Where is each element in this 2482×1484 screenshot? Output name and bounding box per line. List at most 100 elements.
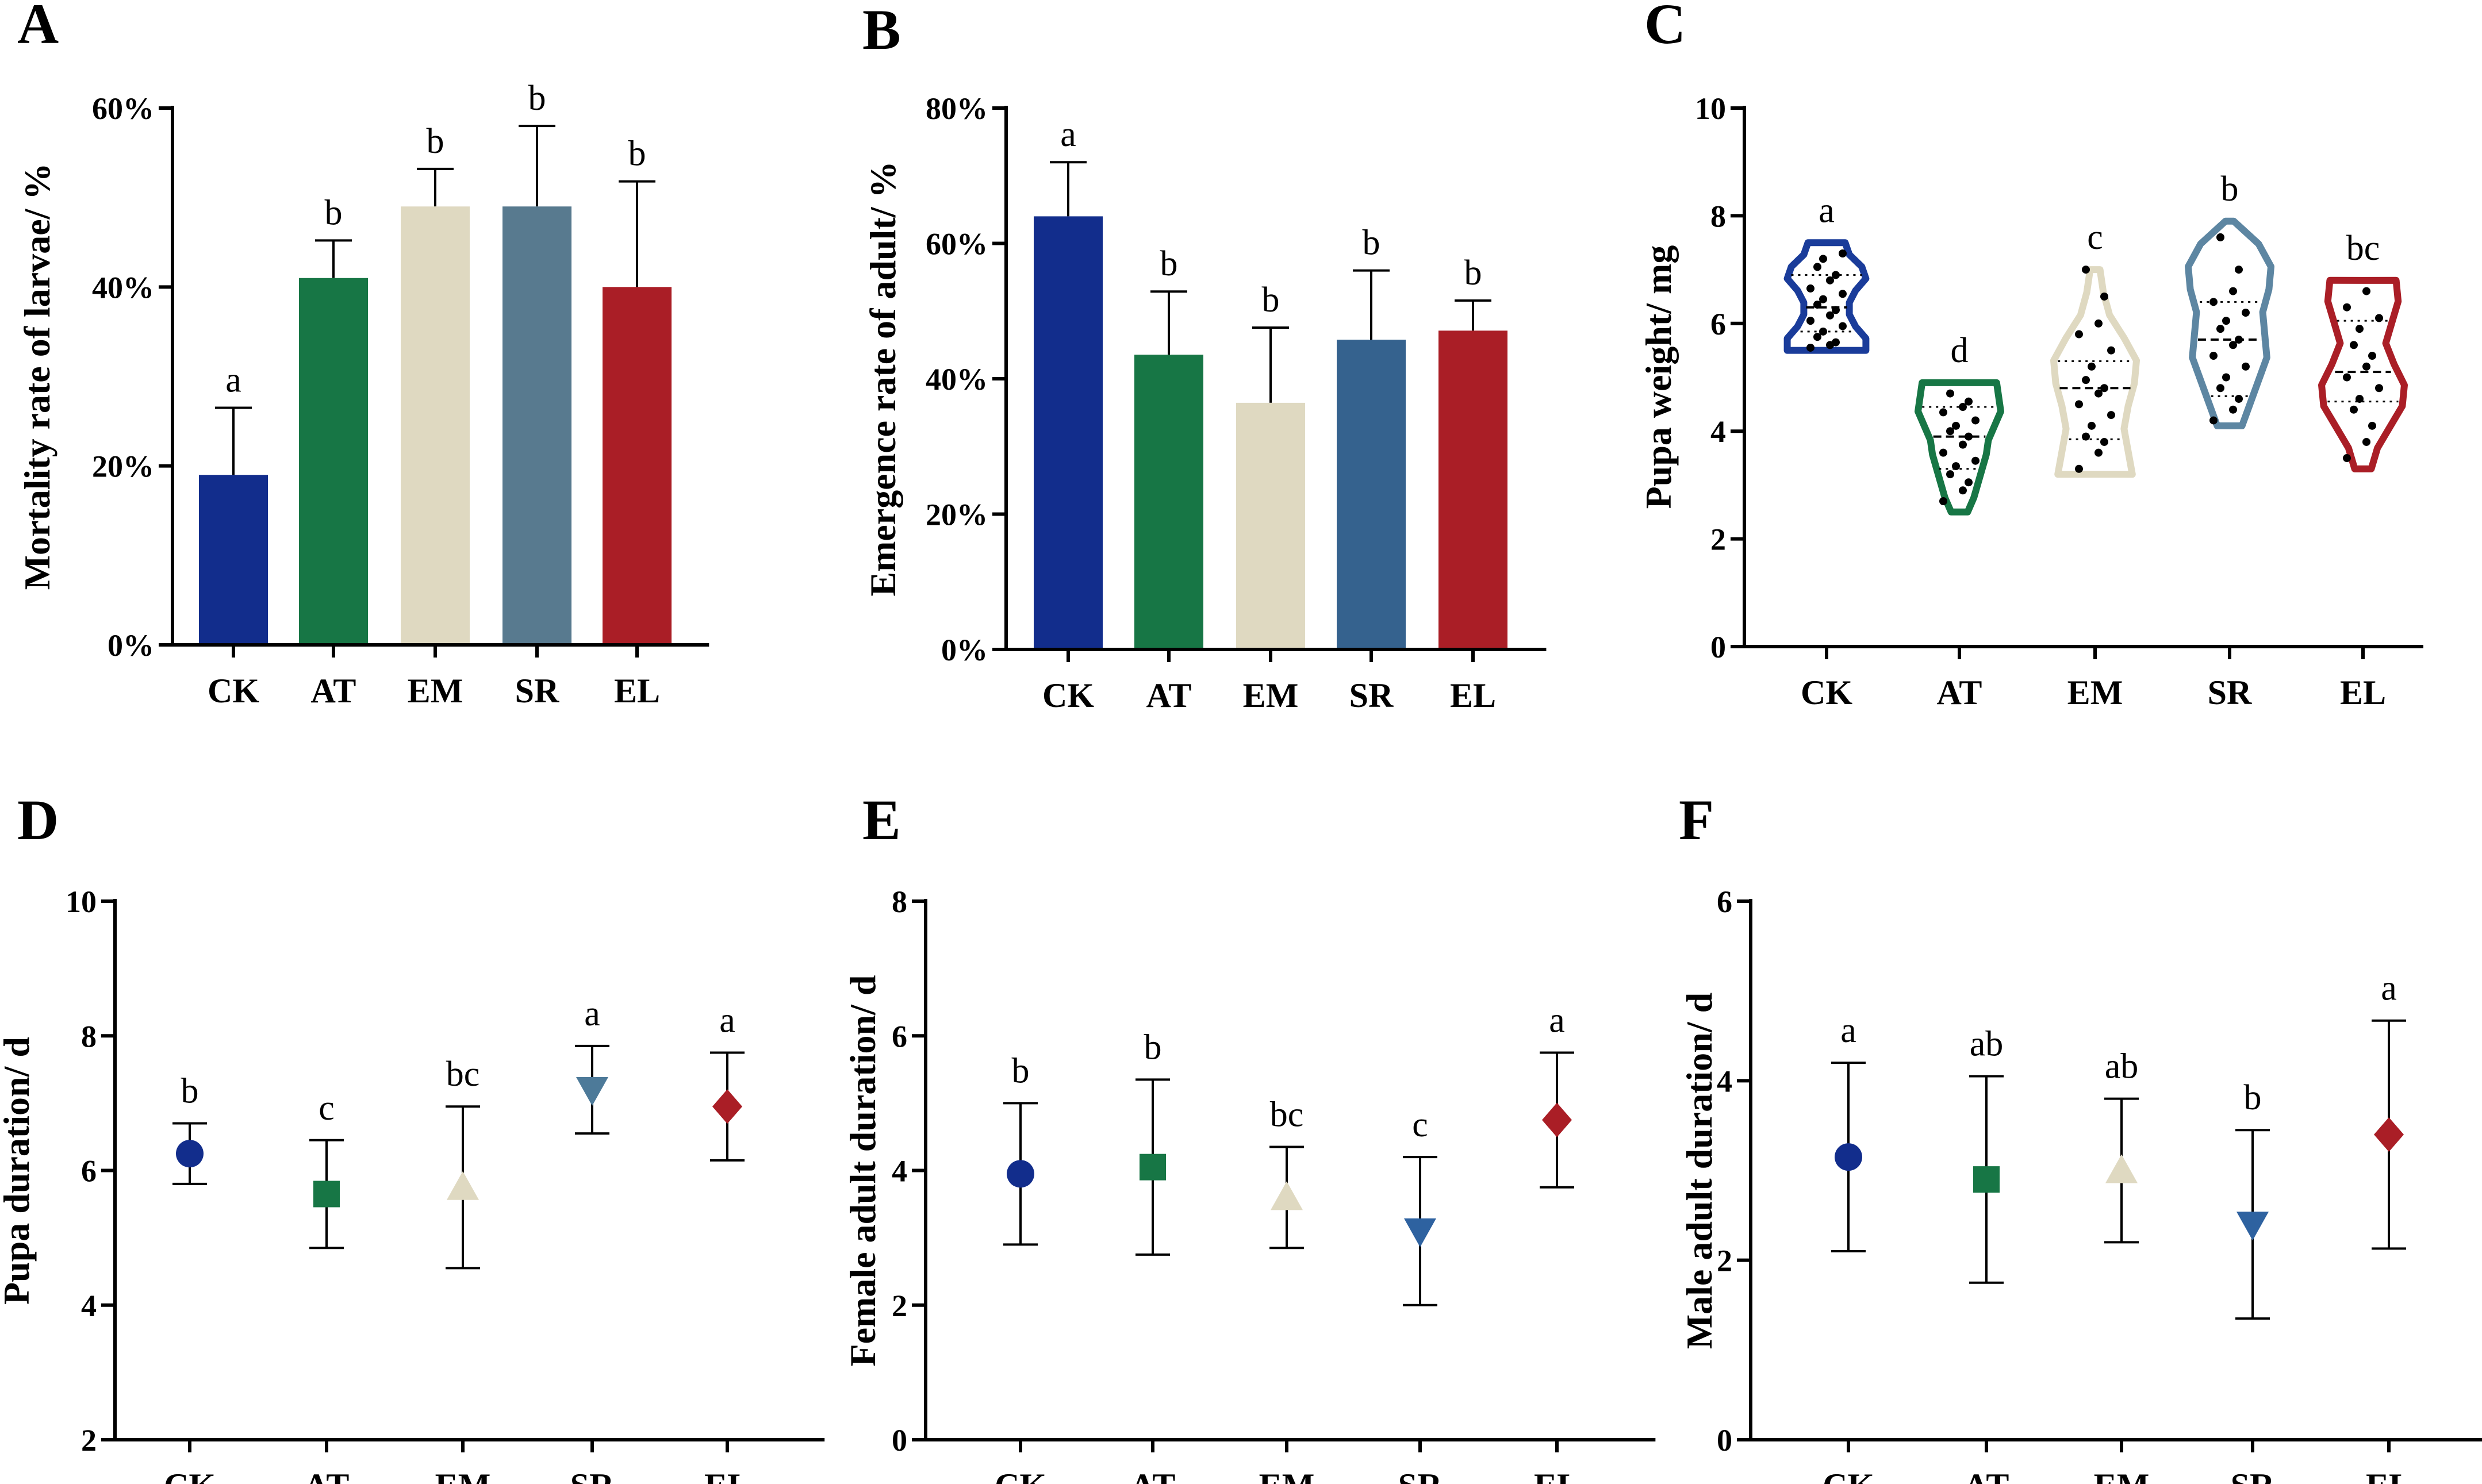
bar [1134,355,1203,649]
y-axis-label: Pupa duration/ d [0,1037,37,1305]
y-tick-label: 0 [1710,630,1726,664]
data-point [2082,266,2090,274]
y-tick-label: 80% [926,91,988,126]
data-point [2235,394,2243,403]
y-tick-label: 20% [92,449,154,484]
significance-letter: b [1363,224,1380,263]
x-tick-label: EL [2340,674,2386,712]
point-marker [1404,1218,1436,1247]
data-point [2082,432,2090,441]
y-tick-label: 8 [892,885,907,919]
significance-letter: b [427,122,444,161]
panel-b: a b b b b 0% 20% 40% 60% 80% CK AT EM SR EL Emergence r… [862,0,1547,714]
y-tick-label: 4 [1717,1064,1732,1098]
point-marker [176,1140,204,1168]
data-point [1832,271,1840,279]
significance-letter: ab [2105,1047,2139,1086]
panel-label: D [17,788,59,852]
data-point [2222,317,2230,325]
data-point [1952,421,1960,430]
data-point [1813,333,1821,341]
bar [502,206,571,645]
significance-letter: b [1012,1051,1030,1090]
data-point [2216,384,2224,393]
bar [1337,339,1406,649]
panel-label: B [862,0,901,61]
y-tick-label: 2 [1710,522,1726,557]
data-point [2375,314,2383,322]
data-point [1946,470,1954,479]
significance-letter: a [719,1001,735,1040]
point-marker [1542,1102,1572,1137]
x-tick-label: SR [1349,676,1394,714]
data-point [1959,403,1967,412]
significance-letter: c [2087,218,2103,257]
point-marker [313,1181,340,1208]
x-tick-label: AT [1130,1467,1176,1484]
significance-letter: b [1464,253,1482,293]
x-tick-label: AT [1146,676,1192,714]
data-point [2235,335,2243,344]
x-tick-label: AT [1937,674,1982,712]
data-point [1965,478,1973,487]
x-tick-label: SR [515,672,559,710]
panel-a: a b b b b 0% 20% 40% 60% CK AT EM SR EL Mortality rate… [17,0,709,710]
violin [1783,239,1870,354]
data-point [2082,376,2090,385]
x-tick-label: CK [164,1467,216,1484]
significance-letter: d [1951,331,1969,370]
x-tick-label: EM [2067,674,2123,712]
data-point [2094,448,2103,457]
significance-letter: b [181,1072,199,1111]
panel-label: E [862,788,901,852]
data-point [2368,421,2376,430]
data-point [2356,325,2364,333]
x-tick-label: CK [995,1467,1046,1484]
data-point [2100,292,2108,301]
point-marker [2105,1154,2138,1183]
x-tick-label: CK [1823,1467,1874,1484]
data-point [2356,394,2364,403]
data-point [2229,341,2237,349]
significance-letter: b [325,193,343,232]
point-marker [712,1089,742,1124]
y-tick-label: 2 [1717,1244,1732,1278]
panel-c: a d c b bc 0 2 4 6 8 10 CK AT EM SR EL Pupa weight/ mg C [1638,0,2423,712]
y-tick-label: 0% [108,628,154,663]
x-tick-label: AT [304,1467,350,1484]
point-marker [1835,1143,1862,1171]
data-point [1839,249,1847,257]
significance-letter: b [2221,170,2239,209]
data-point [1939,448,1947,457]
y-tick-label: 2 [81,1423,97,1458]
data-point [2343,373,2351,382]
x-tick-label: EL [1534,1467,1580,1484]
data-point [2107,411,2115,420]
violin [1915,379,2004,516]
significance-letter: a [584,994,600,1033]
y-axis-label: Emergence rate of adult/ % [862,161,903,596]
data-point [1819,255,1827,263]
bar [299,278,368,645]
y-tick-label: 6 [81,1154,97,1189]
significance-letter: a [2381,969,2397,1008]
data-point [1826,276,1834,285]
y-tick-label: 10 [1695,91,1726,126]
bar [1034,216,1103,649]
data-point [1971,456,1980,465]
x-tick-label: EL [2366,1467,2412,1484]
point-marker [1271,1181,1303,1210]
panel-f: a ab ab b a 0 2 4 6 CK AT EM SR EL Male adult duration… [1679,788,2482,1484]
significance-letter: a [225,360,241,399]
bar [1438,330,1507,649]
data-point [1946,389,1954,398]
data-point [2088,421,2096,430]
data-point [2100,384,2108,393]
significance-letter: b [1160,244,1178,283]
y-tick-label: 40% [92,270,154,305]
x-tick-label: EM [435,1467,491,1484]
significance-letter: b [528,79,546,118]
point-marker [2374,1117,2404,1152]
significance-letter: b [628,134,646,174]
x-tick-label: SR [570,1467,615,1484]
